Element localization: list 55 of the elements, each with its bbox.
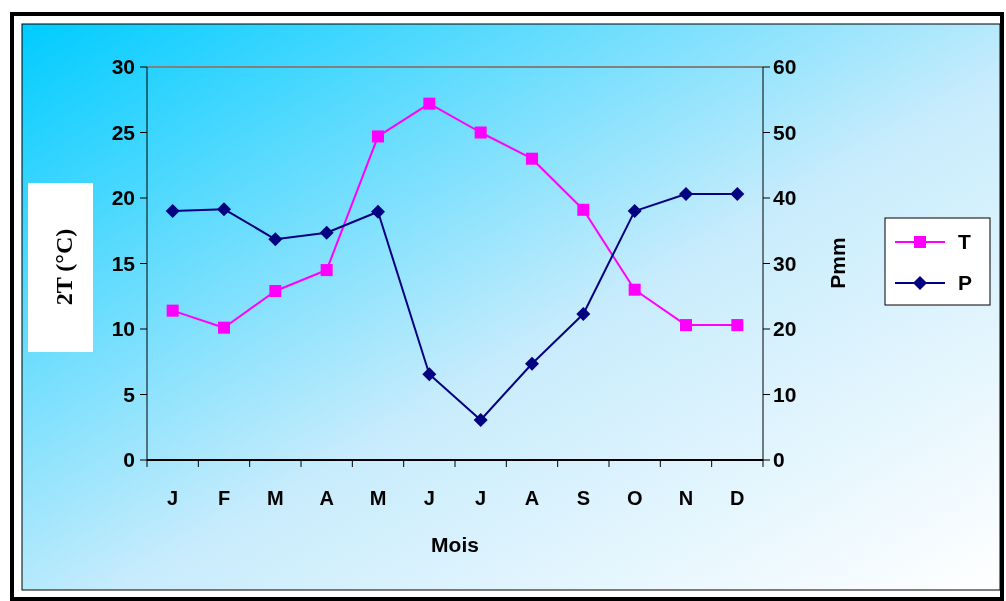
x-tick-label: J <box>475 487 487 509</box>
x-tick-label: M <box>369 487 387 509</box>
legend-label: T <box>958 230 971 254</box>
y2-tick-label: 20 <box>773 317 797 341</box>
point <box>371 204 385 219</box>
y2-tick-label: 10 <box>773 382 797 406</box>
point <box>731 319 744 332</box>
point <box>730 187 745 202</box>
point <box>473 413 488 428</box>
point <box>679 187 693 202</box>
point <box>268 232 283 247</box>
y-tick-label: 5 <box>123 382 136 406</box>
y2-tick-label: 50 <box>773 120 797 144</box>
point <box>217 202 231 217</box>
y2-axis-title: Pmm <box>826 237 849 289</box>
x-tick-label: D <box>730 487 745 509</box>
y-tick-label: 20 <box>111 186 135 210</box>
x-tick-label: A <box>319 487 334 509</box>
y-tick-label: 15 <box>111 251 136 275</box>
y-axis-title: 2T (°C) <box>51 228 77 306</box>
point <box>680 319 692 332</box>
y2-tick-label: 0 <box>773 448 785 472</box>
x-tick-label: S <box>576 487 591 509</box>
y-tick-label: 25 <box>111 120 136 144</box>
y-tick-label: 0 <box>123 448 135 472</box>
point <box>166 304 179 317</box>
y2-tick-label: 60 <box>773 55 797 79</box>
x-tick-label: F <box>217 487 231 509</box>
x-tick-label: N <box>678 487 694 509</box>
point <box>526 152 538 165</box>
y2-tick-label: 30 <box>773 251 797 275</box>
point <box>218 321 230 334</box>
point <box>576 306 591 321</box>
point <box>628 283 641 296</box>
legend-label: P <box>958 271 973 295</box>
x-tick-label: J <box>423 487 435 509</box>
x-tick-label: O <box>626 487 643 509</box>
point <box>269 285 282 298</box>
point <box>577 203 590 216</box>
y-tick-label: 30 <box>111 55 135 79</box>
x-tick-label: J <box>167 487 179 509</box>
point <box>372 130 384 143</box>
y-tick-label: 10 <box>111 317 135 341</box>
x-tick-label: A <box>524 487 540 509</box>
y2-tick-label: 40 <box>773 186 797 210</box>
x-axis-title: Mois <box>431 533 479 556</box>
point <box>474 126 487 139</box>
point <box>422 367 437 382</box>
point <box>423 97 436 110</box>
point <box>319 225 334 240</box>
x-tick-label: M <box>267 487 284 509</box>
point <box>525 356 539 371</box>
point <box>165 204 180 219</box>
point <box>320 264 333 277</box>
point <box>627 204 642 219</box>
